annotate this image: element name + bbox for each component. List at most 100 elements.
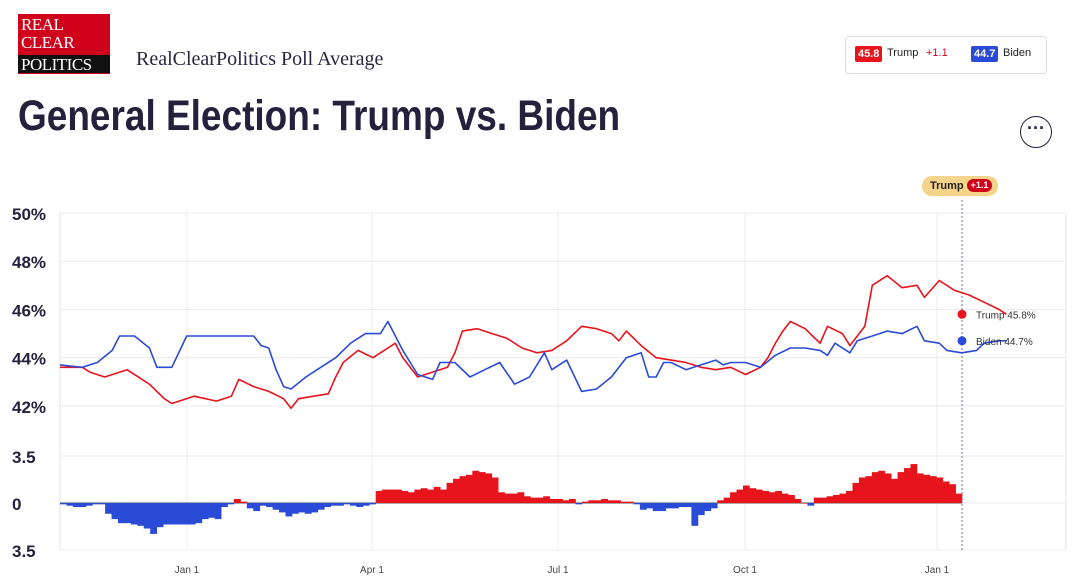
spread-bar: [530, 497, 538, 503]
spread-bar: [813, 497, 821, 503]
spread-bar: [369, 503, 377, 505]
spread-bar: [182, 503, 190, 525]
legend: 45.8 Trump +1.1 44.7 Biden: [845, 36, 1047, 74]
spread-bar: [311, 503, 319, 513]
spread-bar: [498, 492, 505, 503]
spread-bar: [279, 503, 286, 513]
spread-bar: [143, 503, 151, 529]
spread-bar: [916, 473, 924, 503]
spread-bar: [891, 478, 898, 503]
spread-bar: [942, 481, 950, 503]
spread-bar: [865, 476, 873, 503]
y-tick-label: 44%: [12, 350, 46, 369]
spread-bar: [388, 489, 396, 503]
spread-bar: [607, 500, 615, 503]
spread-bar: [588, 500, 596, 503]
rcp-logo: REAL CLEAR POLITICS: [18, 14, 110, 74]
biden-end-dot: [957, 336, 967, 346]
spread-bar: [601, 498, 609, 503]
spread-bar: [433, 486, 441, 503]
spread-bar: [233, 498, 241, 503]
spread-bar: [562, 500, 570, 503]
spread-bar: [788, 494, 795, 503]
spread-bar: [929, 476, 937, 503]
spread-tick-label: 3.5: [12, 448, 36, 467]
spread-tick-label: 3.5: [12, 542, 36, 561]
spread-bar: [221, 503, 228, 508]
x-tick-label: Oct 1: [733, 565, 757, 576]
leader-margin: +1.1: [966, 179, 993, 192]
biden-line: [59, 320, 1007, 393]
spread-bar: [298, 503, 306, 513]
spread-bar: [511, 493, 518, 503]
spread-bar: [684, 503, 692, 508]
spread-bar: [208, 503, 216, 518]
spread-tick-label: 0: [12, 495, 21, 514]
spread-bar: [407, 492, 415, 503]
spread-bar: [60, 503, 67, 505]
spread-bar: [697, 503, 705, 516]
page-subtitle: RealClearPolitics Poll Average: [136, 48, 384, 70]
spread-bar: [846, 490, 853, 503]
spread-bar: [897, 472, 905, 503]
spread-bar: [949, 484, 956, 503]
spread-bar: [227, 503, 235, 505]
spread-bar: [246, 503, 254, 509]
spread-bar: [485, 473, 493, 503]
spread-bar: [749, 488, 757, 503]
spread-bar: [478, 472, 486, 503]
spread-bar: [678, 503, 686, 508]
leader-name: Trump: [930, 180, 964, 192]
spread-bar: [568, 498, 576, 503]
spread-bar: [111, 503, 119, 520]
leader-badge: Trump +1.1: [922, 176, 999, 196]
spread-bar: [188, 503, 196, 525]
spread-bar: [652, 503, 660, 512]
spread-bar: [955, 493, 963, 503]
spread-bar: [163, 503, 170, 525]
trump-end-dot: [957, 309, 967, 319]
spread-bar: [240, 501, 248, 503]
spread-bar: [614, 500, 621, 503]
spread-bar: [730, 492, 737, 503]
spread-bar: [904, 468, 911, 503]
x-tick-label: Jan 1: [925, 565, 950, 576]
spread-bar: [156, 503, 164, 528]
trump-end-label: Trump 45.8%: [976, 310, 1036, 321]
y-tick-label: 46%: [12, 301, 46, 320]
spread-bar: [626, 501, 634, 503]
spread-bar: [395, 489, 402, 503]
spread-bar: [362, 503, 370, 506]
spread-bar: [349, 503, 357, 506]
spread-bar: [710, 503, 718, 509]
spread-bar: [781, 493, 789, 503]
spread-bar: [504, 493, 512, 503]
spread-bar: [375, 490, 383, 503]
spread-bar: [755, 489, 763, 503]
spread-bar: [72, 503, 80, 508]
spread-bar: [98, 503, 106, 505]
spread-bar: [800, 503, 808, 504]
spread-bar: [794, 498, 802, 503]
spread-bar: [401, 490, 409, 503]
spread-bar: [884, 473, 892, 503]
spread-bar: [826, 496, 834, 503]
spread-bar: [459, 476, 467, 503]
spread-bar: [871, 472, 879, 503]
spread-bar: [646, 503, 654, 509]
more-options-button[interactable]: ···: [1020, 116, 1052, 148]
spread-bar: [839, 493, 847, 503]
spread-bar: [259, 503, 267, 506]
spread-bar: [936, 477, 944, 503]
spread-bar: [691, 503, 699, 526]
spread-bar: [420, 488, 428, 503]
spread-bar: [923, 474, 931, 503]
spread-bar: [523, 496, 531, 503]
spread-bar: [304, 503, 312, 514]
spread-bar: [820, 497, 828, 503]
spread-bar: [117, 503, 125, 524]
spread-bar: [124, 503, 132, 524]
spread-bar: [672, 503, 679, 509]
spread-bar: [633, 503, 641, 505]
spread-bar: [79, 503, 87, 508]
